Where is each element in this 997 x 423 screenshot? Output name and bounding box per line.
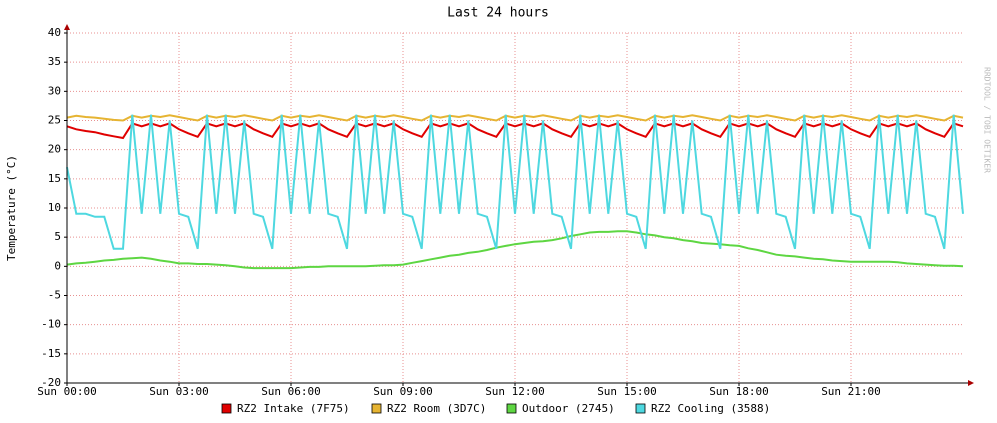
- legend-swatch: [221, 403, 232, 414]
- x-tick-label: Sun 06:00: [261, 385, 321, 398]
- x-tick-label: Sun 03:00: [149, 385, 209, 398]
- y-tick-label: 35: [48, 55, 61, 68]
- x-tick-label: Sun 18:00: [709, 385, 769, 398]
- legend-swatch: [506, 403, 517, 414]
- chart-title: Last 24 hours: [447, 6, 549, 21]
- x-tick-label: Sun 15:00: [597, 385, 657, 398]
- x-tick-label: Sun 09:00: [373, 385, 433, 398]
- series-line: [66, 122, 964, 140]
- legend-swatch: [371, 403, 382, 414]
- y-tick-label: 5: [54, 230, 61, 243]
- y-tick-label: 10: [48, 201, 61, 214]
- y-tick-label: 40: [48, 26, 61, 39]
- y-tick-label: 15: [48, 172, 61, 185]
- series-line: [66, 114, 964, 250]
- series-line: [66, 114, 964, 122]
- y-tick-label: 20: [48, 143, 61, 156]
- y-tick-label: -20: [41, 376, 61, 389]
- legend-swatch: [635, 403, 646, 414]
- y-tick-label: 30: [48, 84, 61, 97]
- legend-label: RZ2 Intake (7F75): [237, 402, 350, 415]
- x-tick-label: Sun 12:00: [485, 385, 545, 398]
- x-tick-label: Sun 00:00: [37, 385, 97, 398]
- y-axis-label: Temperature (°C): [5, 155, 18, 261]
- plot: [66, 114, 964, 270]
- legend-label: RZ2 Room (3D7C): [387, 402, 486, 415]
- series-line: [66, 230, 964, 270]
- legend-label: RZ2 Cooling (3588): [651, 402, 770, 415]
- x-axis-arrow: [968, 380, 974, 386]
- watermark: RRDTOOL / TOBI OETIKER: [983, 67, 992, 173]
- y-tick-label: 0: [54, 259, 61, 272]
- y-tick-label: -10: [41, 318, 61, 331]
- axes: [64, 24, 974, 386]
- y-tick-label: -15: [41, 347, 61, 360]
- y-tick-label: 25: [48, 114, 61, 127]
- legend: RZ2 Intake (7F75) RZ2 Room (3D7C) Outdoor …: [221, 402, 770, 415]
- legend-label: Outdoor (2745): [522, 402, 615, 415]
- x-tick-label: Sun 21:00: [821, 385, 881, 398]
- y-tick-label: -5: [48, 289, 61, 302]
- y-axis-arrow: [64, 24, 70, 30]
